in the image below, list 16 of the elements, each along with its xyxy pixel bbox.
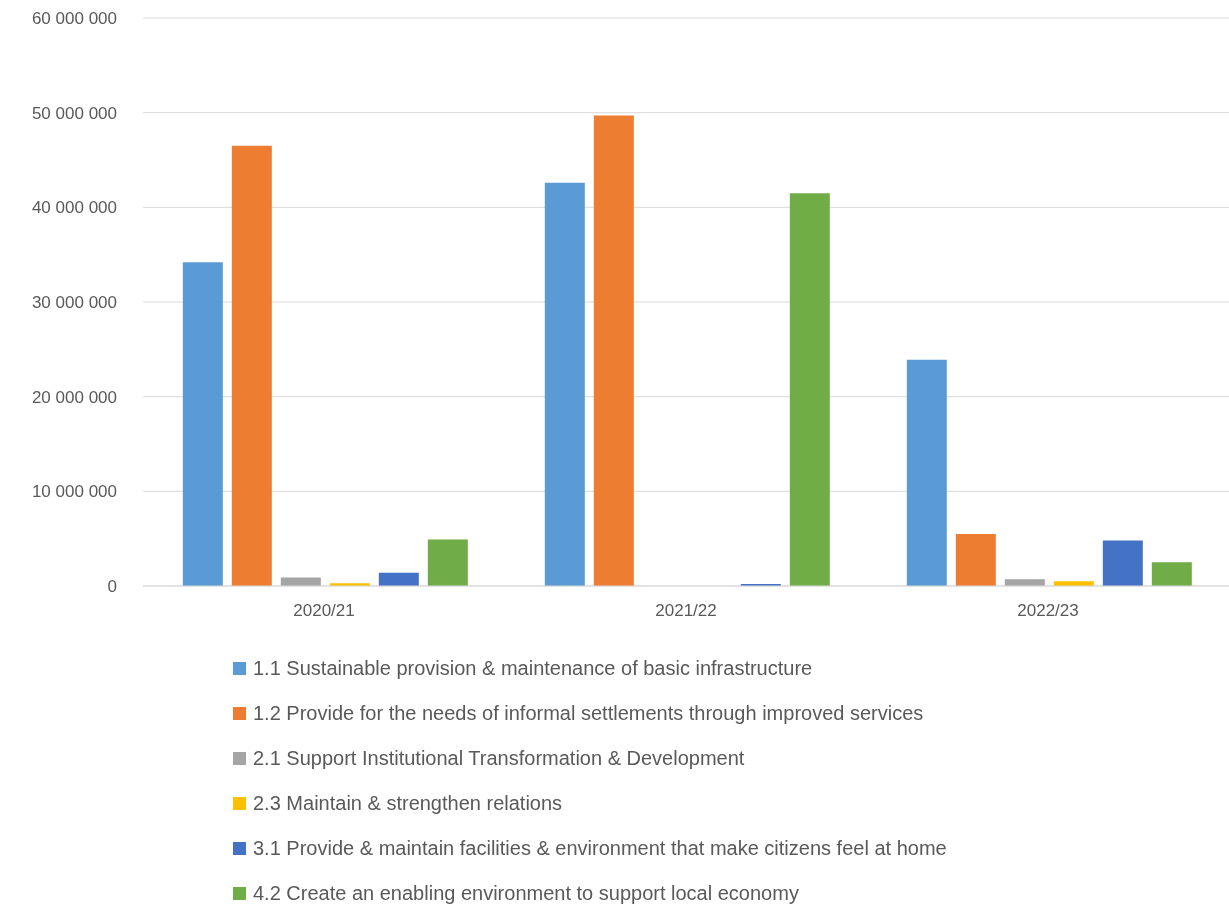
legend-label: 2.3 Maintain & strengthen relations xyxy=(253,792,563,815)
y-tick-label: 50 000 000 xyxy=(31,103,117,123)
x-tick-label: 2020/21 xyxy=(293,601,355,621)
y-tick-label: 10 000 000 xyxy=(31,482,117,502)
legend-label: 1.1 Sustainable provision & maintenance of basic infrastructure xyxy=(253,657,813,680)
x-tick-label: 2022/23 xyxy=(1017,601,1079,621)
y-tick-label: 0 xyxy=(107,577,117,597)
legend-label: 3.1 Provide & maintain facilities & environment that make citizens feel at home xyxy=(253,837,947,860)
legend-label: 4.2 Create an enabling environment to support local economy xyxy=(253,882,799,905)
y-tick-label: 60 000 000 xyxy=(31,9,117,29)
y-tick-label: 30 000 000 xyxy=(31,293,117,313)
y-tick-label: 40 000 000 xyxy=(31,198,117,218)
legend-label: 1.2 Provide for the needs of informal settlements through improved services xyxy=(253,702,924,725)
x-tick-label: 2021/22 xyxy=(655,601,717,621)
y-tick-label: 20 000 000 xyxy=(31,387,117,407)
legend-label: 2.1 Support Institutional Transformation & Development xyxy=(253,747,745,770)
